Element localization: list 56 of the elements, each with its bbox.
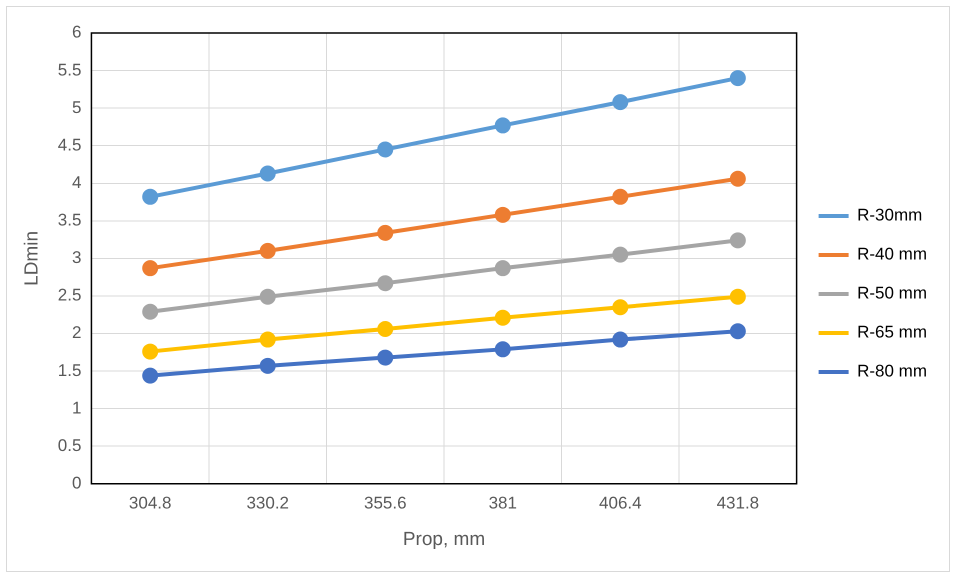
legend-label: R-30mm bbox=[857, 206, 922, 225]
point bbox=[730, 323, 746, 340]
point bbox=[142, 344, 158, 360]
point bbox=[494, 117, 511, 134]
point bbox=[377, 321, 394, 338]
point bbox=[377, 275, 394, 292]
x-axis-title: Prop, mm bbox=[402, 528, 486, 550]
y-tick-label: 6 bbox=[72, 22, 82, 42]
point bbox=[142, 188, 158, 205]
x-tick-label: 304.8 bbox=[128, 494, 172, 513]
point bbox=[494, 206, 511, 223]
y-tick-label: 2 bbox=[72, 323, 82, 342]
point bbox=[494, 310, 511, 326]
point bbox=[142, 368, 158, 384]
y-tick-label: 1 bbox=[72, 398, 82, 418]
point bbox=[142, 304, 158, 320]
y-tick-label: 4.5 bbox=[58, 135, 82, 154]
legend-label: R-50 mm bbox=[857, 284, 928, 303]
legend-label: R-80 mm bbox=[857, 362, 928, 381]
point bbox=[260, 358, 276, 374]
y-tick-label: 1.5 bbox=[58, 360, 82, 380]
y-tick-label: 3 bbox=[72, 248, 82, 268]
y-tick-label: 2.5 bbox=[58, 286, 82, 305]
legend-label: R-40 mm bbox=[857, 244, 928, 264]
point bbox=[612, 188, 628, 205]
x-tick-label: 406.4 bbox=[599, 494, 642, 513]
y-tick-label: 0.5 bbox=[58, 436, 82, 455]
x-tick-label: 330.2 bbox=[246, 494, 289, 513]
y-tick-label: 3.5 bbox=[58, 210, 82, 230]
point bbox=[612, 246, 628, 263]
y-tick-label: 5 bbox=[72, 98, 82, 117]
legend-label: R-65 mm bbox=[857, 322, 928, 342]
y-tick-label: 5.5 bbox=[58, 60, 82, 80]
point bbox=[494, 260, 511, 276]
point bbox=[612, 94, 628, 110]
point bbox=[260, 332, 276, 348]
y-axis-title: LDmin bbox=[22, 230, 43, 286]
point bbox=[730, 288, 746, 305]
point bbox=[730, 70, 746, 86]
point bbox=[377, 224, 394, 241]
point bbox=[377, 141, 394, 158]
point bbox=[612, 332, 628, 348]
point bbox=[260, 242, 276, 259]
point bbox=[260, 166, 276, 182]
point bbox=[730, 170, 746, 187]
x-tick-label: 381 bbox=[488, 494, 517, 513]
point bbox=[142, 260, 158, 276]
point bbox=[260, 288, 276, 305]
point bbox=[730, 232, 746, 248]
x-tick-label: 355.6 bbox=[364, 494, 407, 513]
point bbox=[494, 341, 511, 358]
y-tick-label: 4 bbox=[72, 172, 82, 192]
point bbox=[612, 299, 628, 316]
x-tick-label: 431.8 bbox=[716, 494, 760, 513]
point bbox=[377, 350, 394, 366]
y-tick-label: 0 bbox=[72, 473, 82, 492]
